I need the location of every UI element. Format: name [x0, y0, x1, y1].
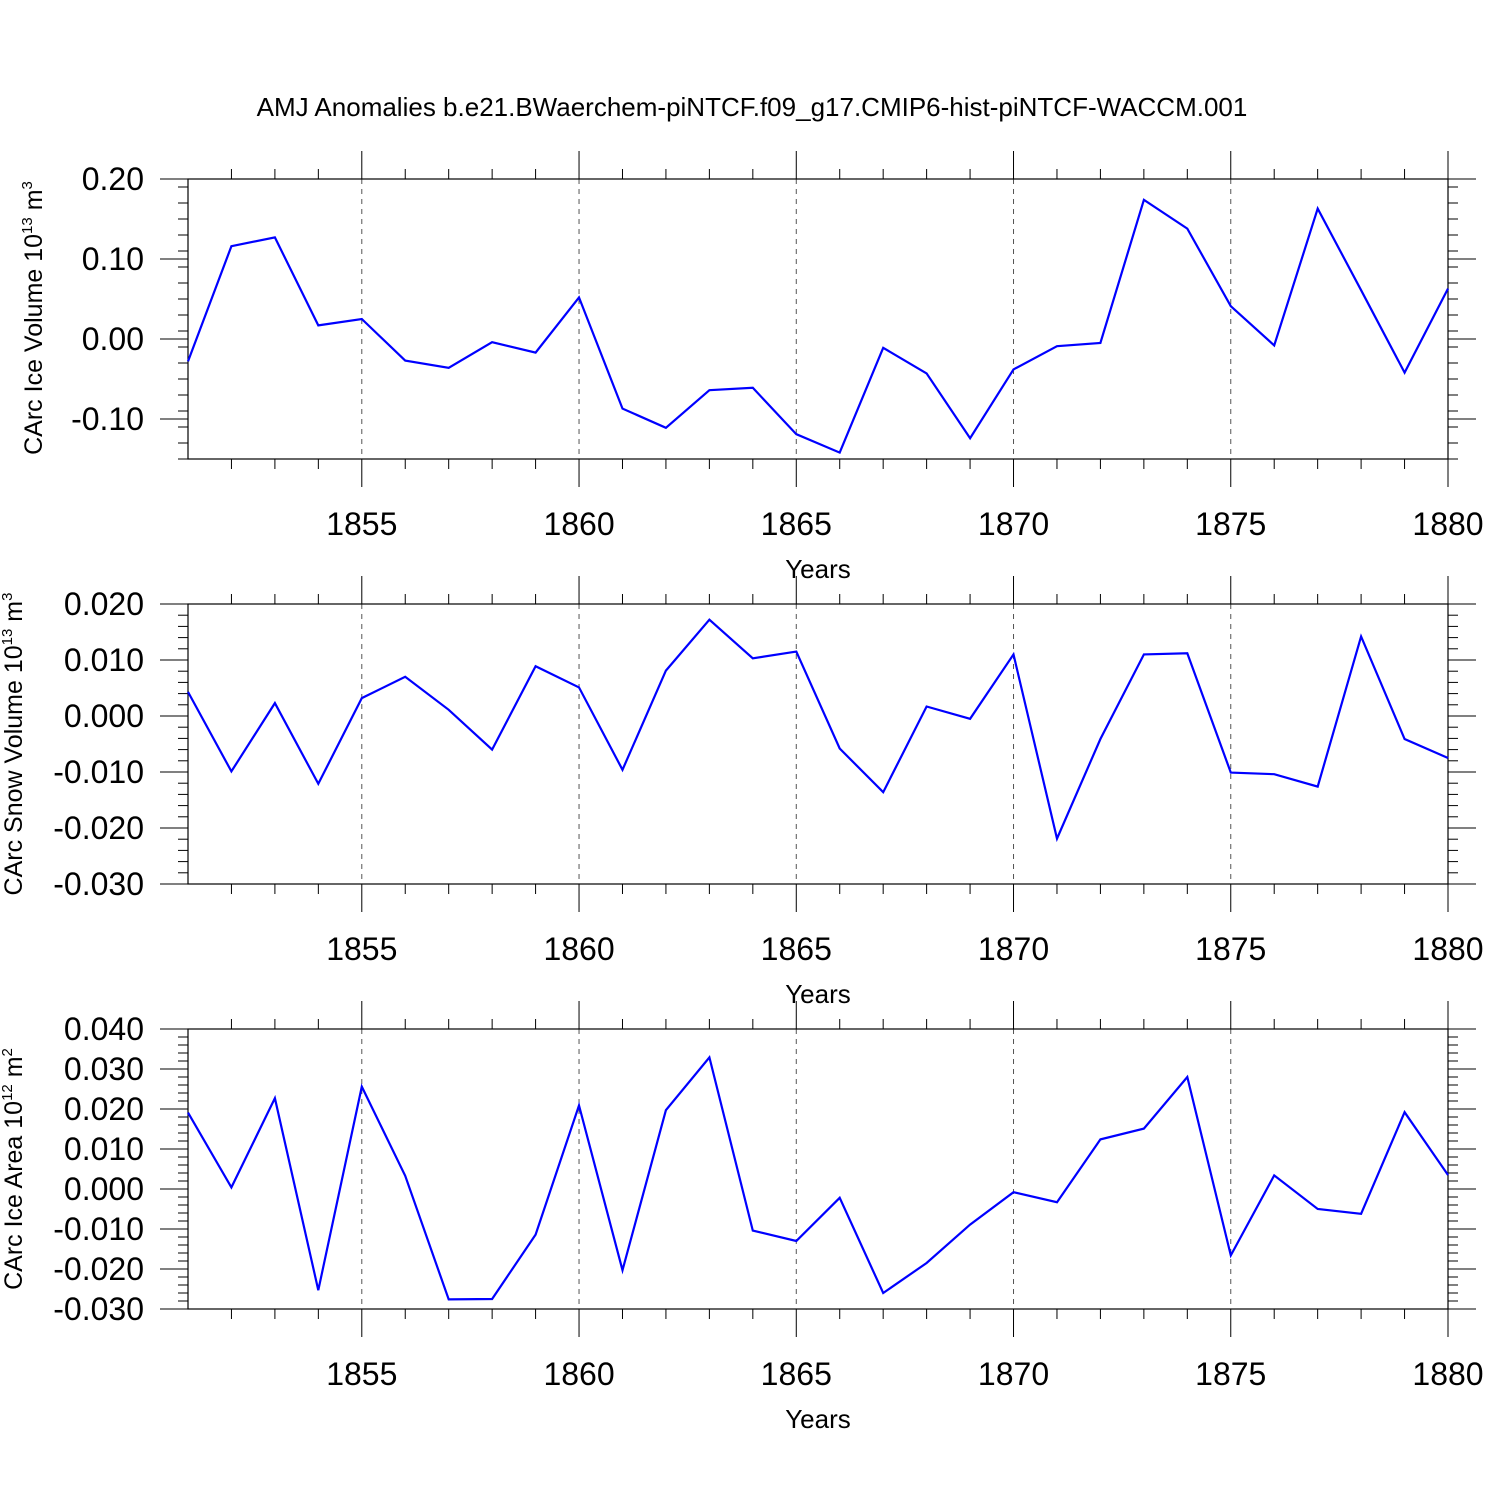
ice-area-xtick-label: 1860: [543, 1356, 614, 1392]
snow-volume-ytick-label: 0.010: [64, 642, 144, 678]
snow-volume-ytick-label: -0.020: [53, 810, 144, 846]
ice-area-ytick-label: 0.020: [64, 1091, 144, 1127]
ice-volume-xtick-label: 1870: [978, 506, 1049, 542]
panel-snow-volume-xlabel: Years: [785, 979, 851, 1009]
snow-volume-xtick-label: 1880: [1412, 931, 1483, 967]
panel-snow-volume-ylabel: CArc Snow Volume 1013 m3: [0, 593, 28, 896]
ice-area-ytick-label: 0.030: [64, 1051, 144, 1087]
ice-area-ytick-label: -0.020: [53, 1251, 144, 1287]
ice-area-ytick-label: 0.010: [64, 1131, 144, 1167]
ice-volume-ytick-label: 0.20: [82, 161, 144, 197]
snow-volume-ytick-label: 0.020: [64, 586, 144, 622]
ice-area-ytick-label: -0.030: [53, 1291, 144, 1327]
snow-volume-ytick-label: 0.000: [64, 698, 144, 734]
snow-volume-series-line: [187, 618, 1449, 843]
ice-area-xtick-label: 1870: [978, 1356, 1049, 1392]
ice-volume-ytick-label: -0.10: [71, 401, 144, 437]
ice-volume-ytick-label: 0.10: [82, 241, 144, 277]
panel-ice-volume: CArc Ice Volume 1013 m3 Years 1855 1860 18…: [19, 151, 1484, 584]
ice-area-frame: [187, 1028, 1449, 1310]
panel-ice-area-xlabel: Years: [785, 1404, 851, 1434]
snow-volume-xtick-label: 1865: [761, 931, 832, 967]
panel-snow-volume: CArc Snow Volume 1013 m3 Years 1855 1860 1…: [0, 576, 1484, 1009]
ice-volume-xtick-label: 1875: [1195, 506, 1266, 542]
ice-area-ytick-label: 0.040: [64, 1011, 144, 1047]
chart-title: AMJ Anomalies b.e21.BWaerchem-piNTCF.f09…: [257, 92, 1248, 122]
snow-volume-ytick-label: -0.010: [53, 754, 144, 790]
snow-volume-xtick-label: 1860: [543, 931, 614, 967]
panel-ice-volume-xlabel: Years: [785, 554, 851, 584]
ice-area-ytick-label: -0.010: [53, 1211, 144, 1247]
ice-area-xtick-label: 1855: [326, 1356, 397, 1392]
ice-volume-xtick-label: 1880: [1412, 506, 1483, 542]
ice-volume-ytick-label: 0.00: [82, 321, 144, 357]
snow-volume-xtick-label: 1855: [326, 931, 397, 967]
ice-area-series-line: [187, 1055, 1449, 1301]
ice-volume-series-line: [186, 198, 1449, 455]
snow-volume-ytick-label: -0.030: [53, 866, 144, 902]
ice-volume-xtick-label: 1860: [543, 506, 614, 542]
ice-area-xtick-label: 1875: [1195, 1356, 1266, 1392]
panel-ice-volume-ylabel: CArc Ice Volume 1013 m3: [19, 181, 48, 455]
ice-volume-xtick-label: 1855: [326, 506, 397, 542]
ice-area-xtick-label: 1880: [1412, 1356, 1483, 1392]
ice-volume-xtick-label: 1865: [761, 506, 832, 542]
snow-volume-xtick-label: 1870: [978, 931, 1049, 967]
ice-area-xtick-label: 1865: [761, 1356, 832, 1392]
ice-area-ytick-label: 0.000: [64, 1171, 144, 1207]
panel-ice-area-ylabel: CArc Ice Area 1012 m2: [0, 1048, 28, 1290]
snow-volume-xtick-label: 1875: [1195, 931, 1266, 967]
ice-volume-frame: [187, 178, 1449, 460]
snow-volume-frame: [187, 603, 1449, 885]
panel-ice-area: CArc Ice Area 1012 m2 Years 1855 1860 1865…: [0, 1001, 1484, 1434]
